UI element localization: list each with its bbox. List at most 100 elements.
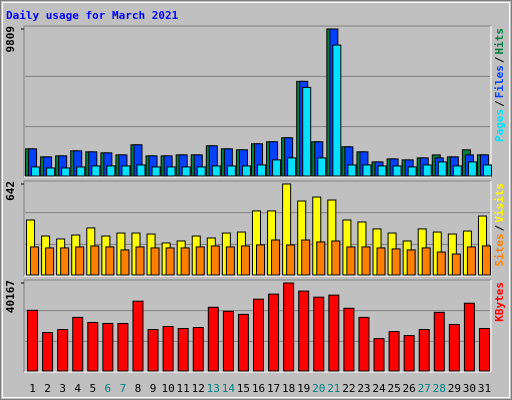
x-tick-label: 1 — [29, 382, 36, 395]
x-tick-label: 25 — [387, 382, 400, 395]
bar — [481, 245, 491, 276]
legend-entry: KBytes — [493, 282, 506, 322]
bar — [377, 165, 387, 177]
x-tick-label: 26 — [403, 382, 416, 395]
x-tick-label: 14 — [222, 382, 236, 395]
x-tick-label: 27 — [418, 382, 431, 395]
bar — [358, 316, 370, 372]
bar — [45, 247, 55, 276]
bar — [150, 247, 160, 276]
x-tick-label: 29 — [448, 382, 461, 395]
x-tick-label: 31 — [478, 382, 491, 395]
bar — [256, 244, 265, 276]
bar — [362, 164, 372, 177]
x-tick-label: 21 — [327, 382, 340, 395]
legend: KBytes — [493, 282, 506, 322]
bar — [225, 246, 235, 276]
bar — [91, 165, 101, 177]
x-tick-label: 18 — [282, 382, 295, 395]
bar — [421, 247, 431, 276]
bar — [61, 167, 71, 177]
bar — [192, 327, 204, 372]
bar — [165, 247, 175, 276]
x-tick-label: 4 — [74, 382, 81, 395]
legend: Sites /Visits — [493, 183, 506, 267]
legend-separator: / — [493, 56, 506, 63]
bar — [177, 328, 189, 372]
bar — [361, 246, 371, 276]
bar — [418, 329, 430, 372]
bar — [27, 309, 39, 372]
bar — [76, 166, 86, 177]
x-tick-label: 5 — [89, 382, 96, 395]
bar — [463, 302, 475, 372]
bar — [331, 240, 341, 276]
bar — [451, 253, 461, 276]
bar — [347, 164, 357, 177]
bar — [151, 166, 161, 177]
bar — [403, 335, 415, 372]
chart-title: Daily usage for March 2021 — [6, 9, 179, 22]
legend-entry: Visits — [493, 183, 506, 223]
legend-entry: Hits — [493, 28, 506, 55]
bar — [147, 329, 159, 372]
bar — [436, 251, 446, 276]
bar — [31, 166, 41, 177]
bar — [162, 325, 174, 372]
bar — [376, 247, 386, 276]
bar — [287, 157, 297, 177]
bar — [388, 331, 400, 372]
bar — [313, 296, 325, 372]
bar — [132, 300, 144, 372]
x-tick-label: 17 — [267, 382, 280, 395]
legend-entry: Pages — [493, 109, 506, 142]
bar — [42, 332, 54, 372]
x-tick-label: 9 — [150, 382, 157, 395]
legend-entry: Sites — [493, 233, 506, 266]
bar — [226, 165, 236, 177]
bar — [240, 245, 250, 276]
y-max-label: 9809 — [4, 26, 17, 53]
bar — [466, 246, 476, 276]
bar — [271, 239, 281, 276]
bar — [135, 246, 145, 276]
y-max-label: 642 — [4, 181, 17, 201]
bar — [120, 249, 130, 276]
bar — [241, 165, 251, 177]
bar — [316, 241, 326, 276]
bar — [407, 166, 417, 177]
bar — [406, 249, 416, 276]
legend: Pages/Files/Hits — [493, 28, 506, 142]
bar — [392, 165, 402, 177]
bar — [60, 247, 70, 276]
x-tick-label: 19 — [297, 382, 310, 395]
bar — [328, 294, 340, 372]
bar — [302, 86, 312, 177]
bar — [253, 298, 264, 372]
bar — [207, 306, 219, 372]
bar — [332, 44, 342, 177]
x-tick-label: 3 — [59, 382, 66, 395]
bar — [75, 246, 85, 276]
x-tick-label: 28 — [433, 382, 446, 395]
x-tick-label: 12 — [192, 382, 205, 395]
x-tick-label: 20 — [312, 382, 325, 395]
bar — [433, 311, 445, 372]
bar — [195, 246, 205, 276]
bar — [448, 323, 460, 372]
bar — [283, 282, 295, 372]
bar — [180, 247, 190, 276]
bar — [30, 246, 40, 276]
bar — [196, 166, 206, 177]
x-tick-label: 24 — [372, 382, 386, 395]
bar — [237, 313, 249, 372]
bar — [57, 329, 69, 372]
bar — [210, 245, 220, 276]
bar — [90, 245, 100, 276]
bar — [121, 165, 131, 177]
x-tick-label: 11 — [177, 382, 190, 395]
bar — [298, 290, 310, 372]
bar — [452, 165, 462, 177]
